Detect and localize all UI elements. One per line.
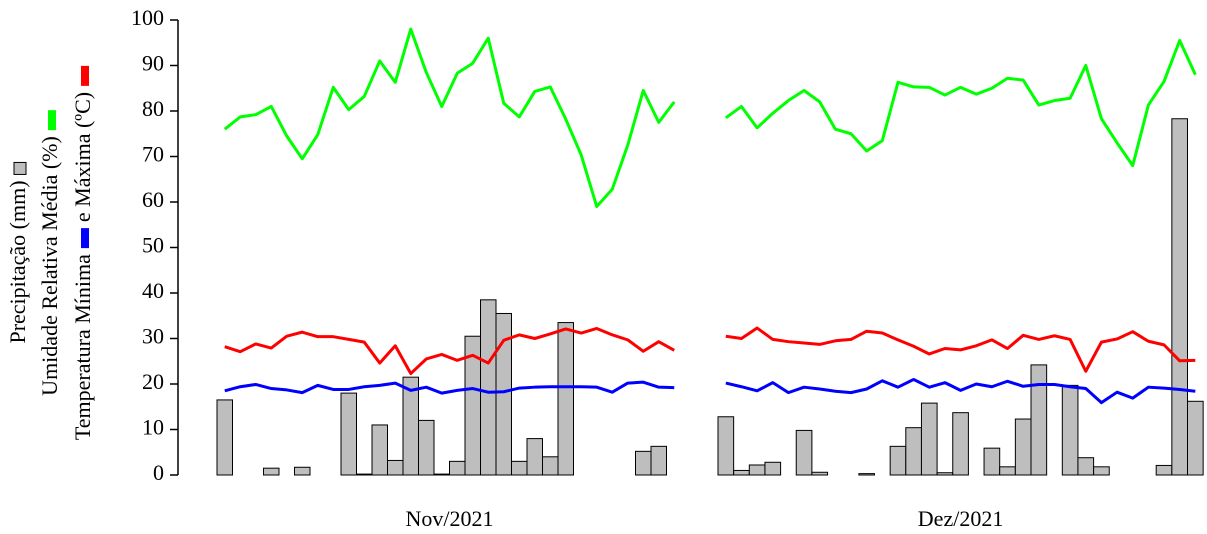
bar (635, 450, 652, 476)
bar (449, 460, 466, 476)
legend-marker (81, 65, 89, 86)
y-label-text: Umidade Relativa Média (%) (37, 136, 62, 396)
bar (920, 402, 938, 476)
bar (511, 460, 528, 476)
line (223, 27, 676, 209)
y-tick-label: 100 (131, 5, 164, 30)
y-tick-label: 90 (142, 51, 164, 76)
y-label-text: e Máxima (ºC) (70, 92, 95, 222)
bar (495, 312, 512, 476)
legend-marker (48, 110, 56, 131)
bar (526, 438, 543, 476)
y-axis-label: Umidade Relativa Média (%) (37, 110, 62, 396)
y-label-text: Precipitação (mm) (5, 180, 30, 343)
y-tick-label: 20 (142, 369, 164, 394)
bar (340, 392, 357, 476)
y-tick-label: 30 (142, 324, 164, 349)
bar (983, 447, 1001, 476)
bar (858, 473, 875, 476)
bar (557, 322, 574, 476)
y-tick-label: 50 (142, 233, 164, 258)
bar (748, 464, 766, 476)
bar (1077, 457, 1095, 476)
bar (542, 456, 559, 476)
bar (294, 466, 311, 476)
y-label-text: Temperatura Mínima (70, 254, 95, 440)
bar (216, 399, 233, 476)
bar (650, 445, 667, 476)
bar (764, 461, 782, 476)
bar (1014, 418, 1032, 476)
bar (1030, 364, 1048, 476)
bar (433, 473, 450, 476)
bar (936, 472, 954, 476)
line (724, 38, 1197, 168)
y-tick-label: 80 (142, 96, 164, 121)
legend-marker (13, 161, 27, 175)
y-tick-label: 10 (142, 415, 164, 440)
bar (371, 424, 388, 476)
y-tick-label: 70 (142, 142, 164, 167)
line (725, 377, 1196, 405)
x-axis-label: Nov/2021 (406, 506, 494, 531)
bar (811, 471, 829, 476)
bar (952, 412, 969, 476)
y-axis-label: Temperatura Mínima e Máxima (ºC) (70, 65, 95, 440)
bar (356, 473, 373, 476)
bar (1093, 466, 1110, 476)
line (224, 380, 675, 395)
bar (480, 299, 497, 476)
bar (263, 467, 280, 476)
line (224, 326, 675, 376)
y-tick-label: 60 (142, 187, 164, 212)
bar (889, 445, 907, 476)
y-axis-label: Precipitação (mm) (5, 161, 30, 344)
bar (733, 469, 750, 476)
bar (999, 466, 1016, 476)
y-tick-label: 0 (153, 460, 164, 485)
bar (905, 427, 922, 476)
legend-marker (81, 228, 89, 249)
line (725, 326, 1196, 373)
bar (717, 416, 735, 476)
x-axis-label: Dez/2021 (918, 506, 1004, 531)
bar (1187, 400, 1204, 476)
bar (795, 429, 813, 476)
bar (418, 419, 435, 476)
bar (1155, 464, 1173, 476)
bar (1171, 118, 1188, 476)
bar (387, 459, 404, 476)
y-tick-label: 40 (142, 278, 164, 303)
bar (1061, 384, 1079, 476)
